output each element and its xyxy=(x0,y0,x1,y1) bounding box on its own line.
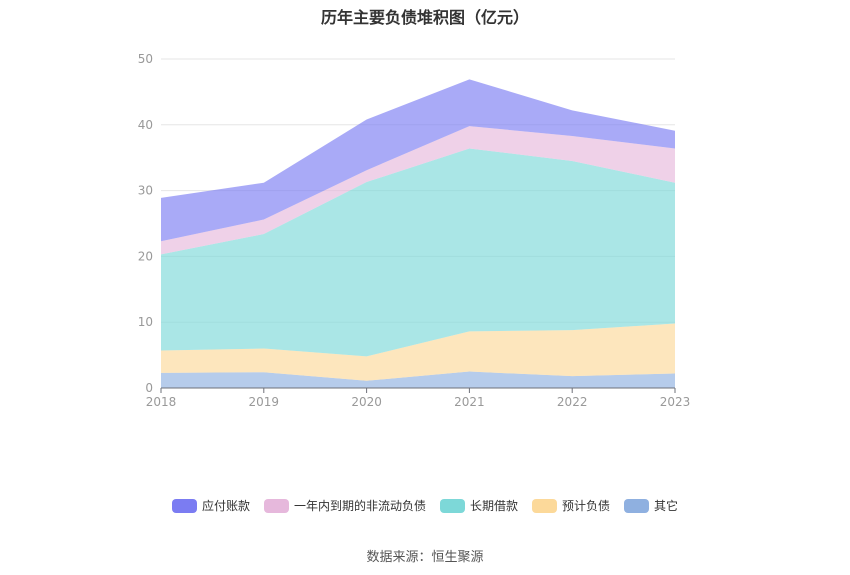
area-series xyxy=(161,79,675,388)
y-tick-label: 50 xyxy=(138,52,153,66)
legend-swatch xyxy=(171,498,197,513)
area-series-0 xyxy=(161,371,675,388)
y-tick-label: 20 xyxy=(138,249,153,263)
x-tick-label: 2019 xyxy=(249,395,280,409)
source-note: 数据来源：恒生聚源 xyxy=(366,550,484,565)
area-series-2 xyxy=(161,148,675,357)
legend-item[interactable]: 长期借款 xyxy=(439,497,518,514)
stacked-area-chart: 0 10 20 30 40 50 2018 2019 2020 2021 2022 2023 xyxy=(138,52,691,409)
x-tick-label: 2022 xyxy=(557,395,588,409)
legend-label: 预计负债 xyxy=(562,499,611,513)
legend-item[interactable]: 预计负债 xyxy=(532,497,610,514)
y-tick-label: 30 xyxy=(138,184,153,198)
chart-title: 历年主要负债堆积图（亿元） xyxy=(320,8,529,27)
legend-label: 一年内到期的非流动负债 xyxy=(293,499,426,513)
y-tick-label: 40 xyxy=(138,118,153,132)
area-series-1 xyxy=(161,323,675,381)
legend-label: 长期借款 xyxy=(469,499,518,513)
legend-swatch xyxy=(439,498,465,513)
legend-item[interactable]: 应付账款 xyxy=(171,497,250,514)
legend-label: 其它 xyxy=(654,499,679,513)
area-series-3 xyxy=(161,126,675,255)
legend-swatch xyxy=(624,498,650,513)
y-tick-label: 10 xyxy=(138,315,153,329)
legend-item[interactable]: 其它 xyxy=(624,497,678,514)
x-tick-label: 2023 xyxy=(660,395,691,409)
x-tick-label: 2021 xyxy=(454,395,485,409)
legend-item[interactable]: 一年内到期的非流动负债 xyxy=(263,497,426,514)
y-tick-label: 0 xyxy=(145,381,153,395)
x-tick-label: 2018 xyxy=(146,395,177,409)
y-axis-ticks: 0 10 20 30 40 50 xyxy=(138,52,153,395)
x-axis-ticks: 2018 2019 2020 2021 2022 2023 xyxy=(146,395,691,409)
legend: 应付账款 一年内到期的非流动负债 长期借款 预计负债 其它 xyxy=(0,497,850,514)
legend-swatch xyxy=(532,498,557,513)
x-tick-label: 2020 xyxy=(351,395,382,409)
legend-label: 应付账款 xyxy=(201,499,250,513)
area-series-4 xyxy=(161,79,675,242)
legend-swatch xyxy=(263,498,289,513)
x-axis xyxy=(160,387,676,393)
